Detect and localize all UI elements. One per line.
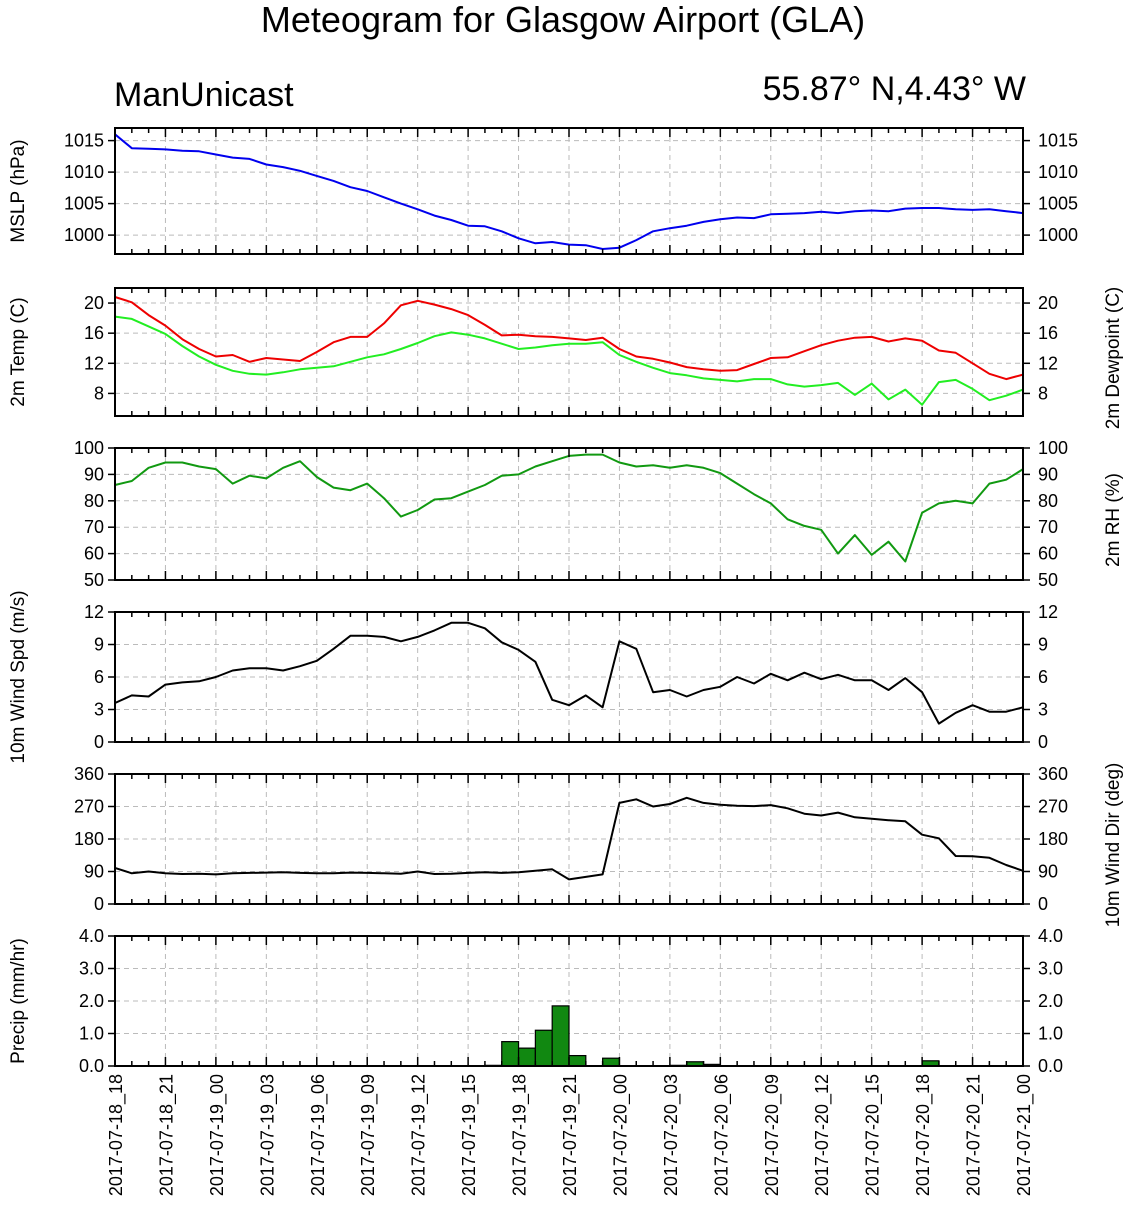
wind-speed-y-tick-label: 0 (94, 732, 104, 752)
x-tick-label: 2017-07-20_15 (863, 1074, 884, 1196)
rh-y-tick-label: 90 (84, 464, 104, 484)
x-tick-label: 2017-07-19_18 (510, 1074, 531, 1196)
x-tick-label: 2017-07-18_21 (156, 1074, 177, 1196)
precip-bar (501, 1041, 520, 1067)
temp-y-tick-label-right: 16 (1038, 323, 1058, 343)
x-tick-label: 2017-07-20_03 (661, 1074, 682, 1196)
wind-direction-y-tick-label-right: 270 (1038, 797, 1068, 817)
precip-y-tick-label-right: 0.0 (1038, 1056, 1063, 1076)
precip-bar (551, 1005, 570, 1067)
precip-bar (602, 1057, 621, 1067)
wind-direction-y-tick-label: 360 (74, 764, 104, 784)
x-tick-label: 2017-07-19_15 (459, 1074, 480, 1196)
wind-speed-y-tick-label-right: 6 (1038, 667, 1048, 687)
mslp-y-tick-label-right: 1010 (1038, 162, 1078, 182)
precip-y-axis-title: Precip (mm/hr) (8, 938, 29, 1064)
precip-bar (534, 1029, 553, 1067)
precip-y-tick-label: 3.0 (79, 959, 104, 979)
wind-direction-y-tick-label: 180 (74, 829, 104, 849)
precip-y-tick-label-right: 4.0 (1038, 926, 1063, 946)
precip-y-tick-label: 4.0 (79, 926, 104, 946)
x-tick-label: 2017-07-19_09 (358, 1074, 379, 1196)
temp-series-1-line (114, 315, 1024, 406)
rh-y-axis-title-right: 2m RH (%) (1103, 473, 1124, 567)
rh-y-tick-label-right: 90 (1038, 464, 1058, 484)
temp-y-tick-label: 8 (94, 383, 104, 403)
wind-direction-y-tick-label-right: 0 (1038, 894, 1048, 914)
rh-y-tick-label-right: 100 (1038, 438, 1068, 458)
x-tick-label: 2017-07-19_21 (560, 1074, 581, 1196)
precip-y-tick-label-right: 2.0 (1038, 991, 1063, 1011)
x-tick-label: 2017-07-20_00 (610, 1074, 631, 1196)
wind-direction-y-tick-label: 90 (84, 862, 104, 882)
rh-y-tick-label: 100 (74, 438, 104, 458)
temp-y-tick-label: 20 (84, 293, 104, 313)
precip-bar (568, 1054, 587, 1067)
wind-speed-y-tick-label-right: 0 (1038, 732, 1048, 752)
x-tick-label: 2017-07-21_00 (1014, 1074, 1035, 1196)
mslp-y-tick-label-right: 1000 (1038, 225, 1078, 245)
wind-speed-y-axis-title: 10m Wind Spd (m/s) (8, 590, 29, 763)
wind-direction-y-tick-label: 0 (94, 894, 104, 914)
mslp-y-tick-label-right: 1005 (1038, 194, 1078, 214)
wind-speed-series-0-line (114, 621, 1024, 725)
precip-y-tick-label: 2.0 (79, 991, 104, 1011)
rh-y-tick-label: 80 (84, 491, 104, 511)
temp-y-tick-label-right: 12 (1038, 353, 1058, 373)
rh-y-tick-label-right: 70 (1038, 517, 1058, 537)
precip-y-tick-label: 0.0 (79, 1056, 104, 1076)
temp-y-tick-label: 16 (84, 323, 104, 343)
x-tick-label: 2017-07-19_03 (257, 1074, 278, 1196)
rh-y-tick-label-right: 50 (1038, 570, 1058, 590)
precip-y-tick-label-right: 3.0 (1038, 959, 1063, 979)
wind-direction-y-tick-label-right: 180 (1038, 829, 1068, 849)
rh-y-tick-label-right: 80 (1038, 491, 1058, 511)
x-tick-label: 2017-07-20_18 (913, 1074, 934, 1196)
wind-direction-series-0-line (114, 796, 1024, 881)
x-tick-label: 2017-07-20_21 (964, 1074, 985, 1196)
wind-speed-y-tick-label-right: 3 (1038, 700, 1048, 720)
wind-speed-y-tick-label: 12 (84, 602, 104, 622)
x-tick-label: 2017-07-19_12 (409, 1074, 430, 1196)
wind-direction-y-tick-label-right: 360 (1038, 764, 1068, 784)
wind-direction-y-axis-title-right: 10m Wind Dir (deg) (1103, 763, 1124, 928)
chart-title: Meteogram for Glasgow Airport (GLA) (260, 0, 866, 40)
mslp-series-0-line (114, 133, 1024, 250)
mslp-y-tick-label: 1015 (64, 131, 104, 151)
precip-y-tick-label: 1.0 (79, 1024, 104, 1044)
wind-speed-y-tick-label-right: 12 (1038, 602, 1058, 622)
temp-y-axis-title-right: 2m Dewpoint (C) (1103, 287, 1124, 430)
temp-y-axis-title: 2m Temp (C) (8, 297, 29, 406)
model-name: ManUnicast (114, 76, 294, 114)
x-tick-label: 2017-07-19_00 (207, 1074, 228, 1196)
rh-y-tick-label-right: 60 (1038, 544, 1058, 564)
precip-bar (517, 1047, 536, 1067)
temp-series-0-line (114, 296, 1024, 381)
x-tick-label: 2017-07-18_18 (106, 1074, 127, 1196)
mslp-y-tick-label: 1010 (64, 162, 104, 182)
mslp-y-axis-title: MSLP (hPa) (8, 139, 29, 242)
rh-y-tick-label: 70 (84, 517, 104, 537)
rh-y-tick-label: 50 (84, 570, 104, 590)
wind-speed-y-tick-label: 3 (94, 700, 104, 720)
x-tick-label: 2017-07-19_06 (308, 1074, 329, 1196)
x-tick-label: 2017-07-20_06 (711, 1074, 732, 1196)
temp-y-tick-label-right: 8 (1038, 383, 1048, 403)
temp-y-tick-label: 12 (84, 353, 104, 373)
x-tick-label: 2017-07-20_12 (812, 1074, 833, 1196)
wind-speed-y-tick-label-right: 9 (1038, 635, 1048, 655)
precip-y-tick-label-right: 1.0 (1038, 1024, 1063, 1044)
x-tick-label: 2017-07-20_09 (762, 1074, 783, 1196)
location-coordinates: 55.87° N,4.43° W (762, 70, 1026, 108)
wind-speed-y-tick-label: 9 (94, 635, 104, 655)
temp-y-tick-label-right: 20 (1038, 293, 1058, 313)
wind-direction-y-tick-label: 270 (74, 797, 104, 817)
wind-direction-y-tick-label-right: 90 (1038, 862, 1058, 882)
mslp-y-tick-label: 1000 (64, 225, 104, 245)
wind-speed-y-tick-label: 6 (94, 667, 104, 687)
mslp-y-tick-label: 1005 (64, 194, 104, 214)
mslp-y-tick-label-right: 1015 (1038, 131, 1078, 151)
rh-y-tick-label: 60 (84, 544, 104, 564)
